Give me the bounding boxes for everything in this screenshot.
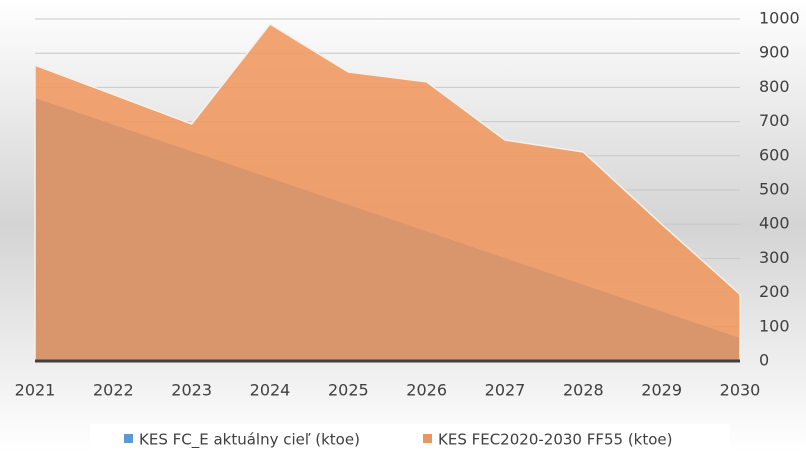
legend-label: KES FEC2020-2030 FF55 (ktoe) — [438, 431, 673, 449]
x-tick-label: 2025 — [328, 381, 369, 400]
y-tick-label: 700 — [759, 111, 790, 130]
y-tick-label: 800 — [759, 77, 790, 96]
x-tick-label: 2021 — [15, 381, 56, 400]
legend-swatch — [124, 434, 133, 443]
y-tick-label: 200 — [759, 282, 790, 301]
legend-band — [90, 424, 730, 452]
x-tick-label: 2026 — [406, 381, 447, 400]
y-tick-label: 0 — [759, 351, 769, 370]
y-tick-label: 300 — [759, 248, 790, 267]
x-tick-label: 2028 — [563, 381, 604, 400]
x-tick-label: 2027 — [485, 381, 526, 400]
area — [34, 23, 741, 362]
x-tick-label: 2029 — [641, 381, 682, 400]
x-tick-label: 2024 — [250, 381, 291, 400]
y-tick-label: 600 — [759, 145, 790, 164]
y-tick-label: 900 — [759, 43, 790, 62]
y-tick-label: 100 — [759, 316, 790, 335]
y-tick-label: 400 — [759, 214, 790, 233]
x-tick-label: 2030 — [720, 381, 761, 400]
y-tick-label: 1000 — [759, 9, 800, 28]
legend-swatch — [423, 434, 432, 443]
x-tick-label: 2022 — [93, 381, 134, 400]
y-tick-label: 500 — [759, 180, 790, 199]
x-tick-label: 2023 — [171, 381, 212, 400]
legend-label: KES FC_E aktuálny cieľ (ktoe) — [139, 431, 360, 450]
